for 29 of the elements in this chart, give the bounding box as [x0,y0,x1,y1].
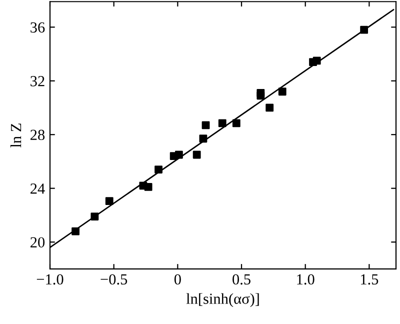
point [312,56,321,65]
point [360,26,368,34]
point [232,119,240,128]
point [154,166,162,174]
x-tick-label: −0.5 [100,274,128,285]
point [192,150,201,159]
point [105,197,114,206]
x-tick-label: 1.0 [297,274,314,285]
y-axis-title: ln Z [10,124,22,148]
point [144,183,152,191]
x-axis-title: ln[sinh(ασ)] [186,293,259,308]
point [218,119,226,128]
point [278,88,286,96]
point [90,212,99,220]
x-tick-label: 0 [174,274,181,285]
x-tick-label: 1.5 [360,274,378,285]
y-tick-label: 36 [30,22,45,33]
y-tick-label: 32 [30,76,44,86]
point [266,104,274,112]
y-tick-label: 24 [30,184,45,194]
y-tick-label: 20 [30,237,45,248]
point [256,92,265,100]
point [199,134,208,143]
point [202,121,210,130]
point [72,227,80,236]
point [175,150,183,159]
y-tick-label: 28 [30,130,45,140]
x-tick-label: 0.5 [232,274,250,285]
x-tick-label: −1.0 [36,274,64,285]
